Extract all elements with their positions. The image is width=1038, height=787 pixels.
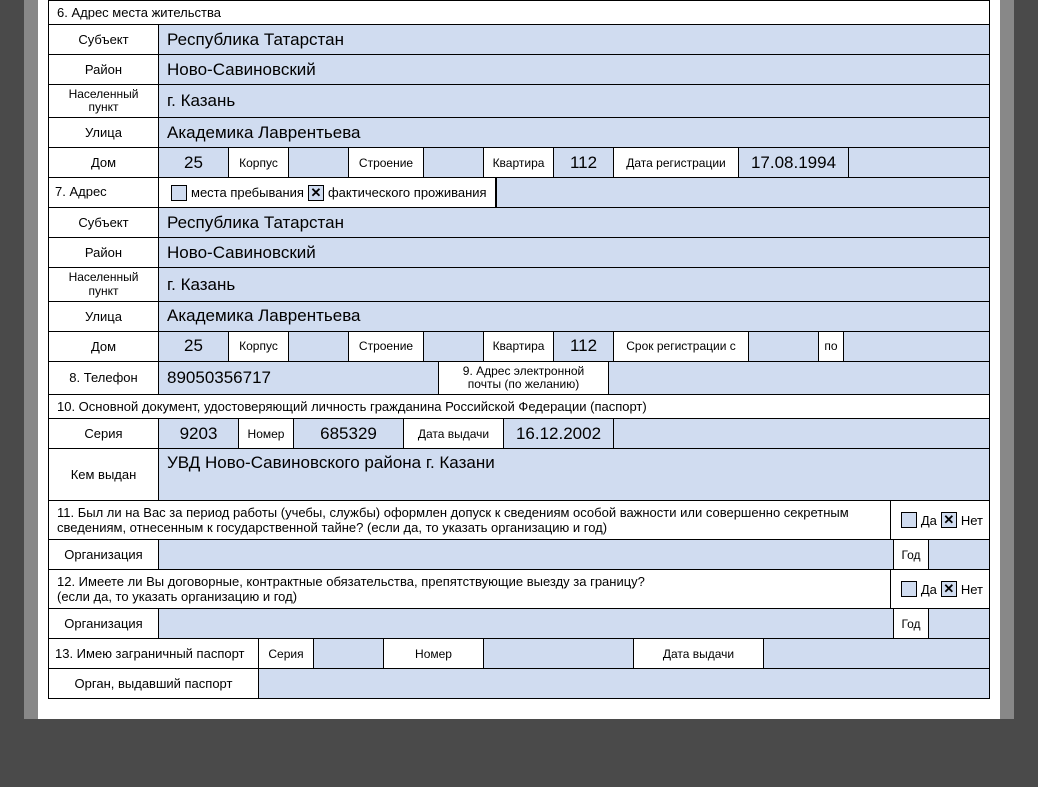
street-value[interactable]: Академика Лаврентьева <box>159 118 989 147</box>
house7-value[interactable]: 25 <box>159 332 229 361</box>
q12-org-value[interactable] <box>159 609 894 638</box>
q12-year-value[interactable] <box>929 609 989 638</box>
q12-year-label: Год <box>894 609 929 638</box>
subject-label: Субъект <box>49 25 159 54</box>
stay-label: места пребывания <box>191 185 304 200</box>
district-value[interactable]: Ново-Савиновский <box>159 55 989 84</box>
email-value[interactable] <box>609 362 989 394</box>
fp-series-label: Серия <box>259 639 314 668</box>
locality7-value[interactable]: г. Казань <box>159 268 989 300</box>
street7-label: Улица <box>49 302 159 331</box>
fp-number-value[interactable] <box>484 639 634 668</box>
section6-header: 6. Адрес места жительства <box>49 0 989 24</box>
apartment7-label: Квартира <box>484 332 554 361</box>
q11-org-label: Организация <box>49 540 159 569</box>
fp-series-value[interactable] <box>314 639 384 668</box>
stay-checkbox[interactable] <box>171 185 187 201</box>
fp-issued-value[interactable] <box>259 669 989 698</box>
number-label: Номер <box>239 419 294 448</box>
regperiod-from[interactable] <box>749 332 819 361</box>
fp-date-label: Дата выдачи <box>634 639 764 668</box>
q12-no-checkbox[interactable]: ✕ <box>941 581 957 597</box>
regperiod-label: Срок регистрации с <box>614 332 749 361</box>
q11-yesno: Да ✕ Нет <box>890 501 989 539</box>
fp-date-value[interactable] <box>764 639 989 668</box>
issuedate-label: Дата выдачи <box>404 419 504 448</box>
house-label: Дом <box>49 148 159 177</box>
address-type-group: места пребывания ✕ фактического проживан… <box>159 178 496 207</box>
section7-header: 7. Адрес <box>49 178 159 207</box>
building7-label: Корпус <box>229 332 289 361</box>
q12-yes-checkbox[interactable] <box>901 581 917 597</box>
fp-issued-label: Орган, выдавший паспорт <box>49 669 259 698</box>
q11-yes-label: Да <box>921 513 937 528</box>
street7-value[interactable]: Академика Лаврентьева <box>159 302 989 331</box>
house-value[interactable]: 25 <box>159 148 229 177</box>
apartment-value[interactable]: 112 <box>554 148 614 177</box>
q12-org-label: Организация <box>49 609 159 638</box>
issuedate-value[interactable]: 16.12.2002 <box>504 419 614 448</box>
q11-year-label: Год <box>894 540 929 569</box>
filler7 <box>496 178 989 207</box>
regperiod-to-label: по <box>819 332 844 361</box>
regdate-value[interactable]: 17.08.1994 <box>739 148 849 177</box>
locality-label: Населенный пункт <box>49 85 159 117</box>
fp-number-label: Номер <box>384 639 484 668</box>
section13-header: 13. Имею заграничный паспорт <box>49 639 259 668</box>
q12-yesno: Да ✕ Нет <box>890 570 989 608</box>
q11-text: 11. Был ли на Вас за период работы (учеб… <box>49 501 890 539</box>
subject-value[interactable]: Республика Татарстан <box>159 25 989 54</box>
q12-text: 12. Имеете ли Вы договорные, контрактные… <box>49 570 890 608</box>
district7-value[interactable]: Ново-Савиновский <box>159 238 989 267</box>
locality7-label: Населенный пункт <box>49 268 159 300</box>
regdate-label: Дата регистрации <box>614 148 739 177</box>
q11-year-value[interactable] <box>929 540 989 569</box>
number-value[interactable]: 685329 <box>294 419 404 448</box>
apartment-label: Квартира <box>484 148 554 177</box>
phone-value[interactable]: 89050356717 <box>159 362 439 394</box>
actual-checkbox[interactable]: ✕ <box>308 185 324 201</box>
q11-no-checkbox[interactable]: ✕ <box>941 512 957 528</box>
subject7-value[interactable]: Республика Татарстан <box>159 208 989 237</box>
apartment7-value[interactable]: 112 <box>554 332 614 361</box>
q12-yes-label: Да <box>921 582 937 597</box>
filler10 <box>614 419 989 448</box>
filler <box>849 148 989 177</box>
form-container: 6. Адрес места жительства Субъект Респуб… <box>48 0 990 699</box>
structure-label: Строение <box>349 148 424 177</box>
phone-label: 8. Телефон <box>49 362 159 394</box>
q11-no-label: Нет <box>961 513 983 528</box>
q11-org-value[interactable] <box>159 540 894 569</box>
email-label: 9. Адрес электронной почты (по желанию) <box>439 362 609 394</box>
locality-value[interactable]: г. Казань <box>159 85 989 117</box>
q11-yes-checkbox[interactable] <box>901 512 917 528</box>
building7-value[interactable] <box>289 332 349 361</box>
series-label: Серия <box>49 419 159 448</box>
section10-header: 10. Основной документ, удостоверяющий ли… <box>49 394 989 418</box>
building-value[interactable] <box>289 148 349 177</box>
series-value[interactable]: 9203 <box>159 419 239 448</box>
district7-label: Район <box>49 238 159 267</box>
form-page: 6. Адрес места жительства Субъект Респуб… <box>24 0 1014 719</box>
issuedby-label: Кем выдан <box>49 449 159 500</box>
issuedby-value[interactable]: УВД Ново-Савиновского района г. Казани <box>159 449 989 500</box>
structure-value[interactable] <box>424 148 484 177</box>
house7-label: Дом <box>49 332 159 361</box>
structure7-label: Строение <box>349 332 424 361</box>
actual-label: фактического проживания <box>328 185 487 200</box>
q12-no-label: Нет <box>961 582 983 597</box>
structure7-value[interactable] <box>424 332 484 361</box>
building-label: Корпус <box>229 148 289 177</box>
street-label: Улица <box>49 118 159 147</box>
subject7-label: Субъект <box>49 208 159 237</box>
regperiod-to[interactable] <box>844 332 989 361</box>
district-label: Район <box>49 55 159 84</box>
